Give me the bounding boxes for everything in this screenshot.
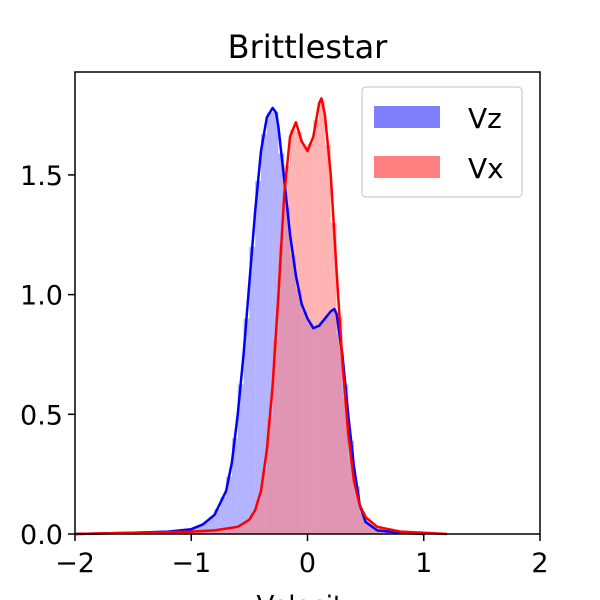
line-vx [74,97,448,536]
x-tick-label: −2 [55,548,95,579]
bar-vx [208,530,215,534]
bar-vz [197,525,203,534]
density-lines [74,97,448,536]
bar-vx [220,529,227,534]
bar-vz [208,517,215,534]
x-axis-label: Velocity [257,591,359,600]
bar-vz [249,246,256,535]
bar-vz [214,508,221,534]
x-tick-label: 1 [415,548,432,579]
bar-vz [231,438,238,534]
legend-swatch-vz [374,106,440,128]
legend-label-vz: Vz [468,102,502,135]
bar-vx [191,531,198,534]
bar-vx [290,129,296,534]
bar-vx [348,457,354,534]
bar-vz [243,318,250,534]
legend: Vz Vx [361,86,523,198]
bar-vx [301,146,308,534]
bar-vx [319,101,325,534]
bar-vx [202,530,209,534]
y-tick-label: 1.5 [20,161,63,192]
bar-vx [307,143,314,534]
bar-vx [330,222,337,534]
chart-title: Brittlestar [228,28,389,66]
bar-vx [261,470,267,534]
bar-vz [261,134,267,534]
legend-swatch-vx [374,156,440,178]
y-tick-label: 1.0 [20,281,63,312]
bar-vx [249,514,256,534]
bar-vx [226,528,232,534]
bar-vx [359,511,366,534]
bar-vx [336,316,343,534]
bar-vz [255,180,261,534]
x-tick-label: −1 [171,548,211,579]
bar-vx [295,131,302,535]
y-tick-label: 0.5 [20,400,63,431]
bar-vz [202,522,209,534]
y-tick-label: 0.0 [20,520,63,551]
bar-vx [342,397,349,534]
bar-vx [272,340,279,534]
bar-vx [324,145,331,534]
x-tick-label: 0 [299,548,316,579]
bar-vz [266,112,273,534]
bar-vz [237,384,244,534]
bar-vx [243,521,250,534]
bar-vx [255,500,261,534]
x-tick-label: 2 [531,548,548,579]
axes: −2 −1 0 1 2 0.0 0.5 1.0 1.5 [20,161,549,579]
bar-vx [266,417,273,534]
bar-vx [197,531,203,534]
bar-vx [365,519,372,534]
bar-vx [231,527,238,534]
bar-vz [220,496,227,534]
bar-vx [214,529,221,534]
bar-vz [226,476,232,534]
histogram-bars [121,101,430,535]
bar-vx [284,165,291,534]
line-vz [74,106,424,536]
bar-vx [278,244,285,534]
bar-vx [237,525,244,534]
bar-vx [354,493,360,534]
legend-label-vx: Vx [468,152,504,185]
